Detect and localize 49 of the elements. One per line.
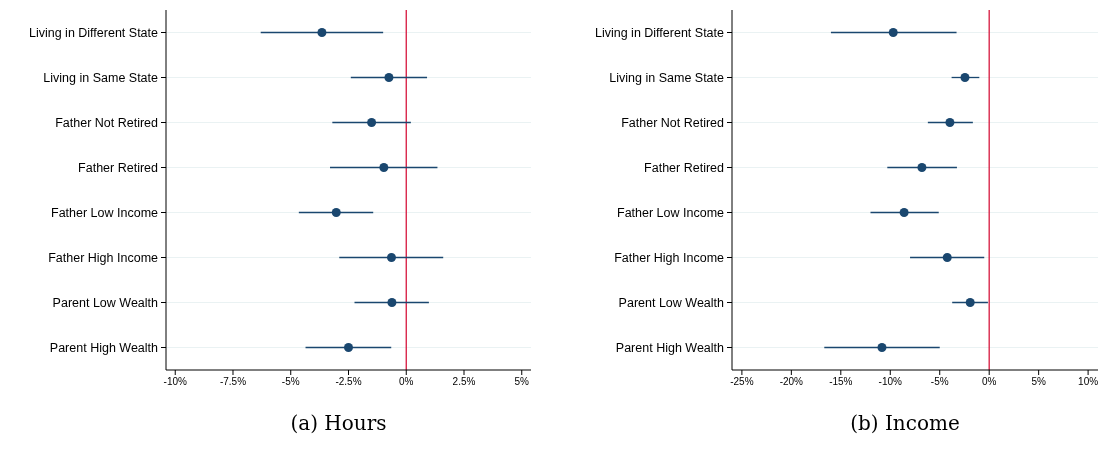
y-tick-label: Living in Same State [43, 70, 159, 85]
x-tick-label: -15% [829, 376, 853, 387]
y-tick-label: Parent High Wealth [615, 340, 725, 355]
y-tick-label: Father Low Income [617, 205, 725, 220]
text: (b) Income [850, 411, 960, 435]
x-tick-label: 0% [981, 376, 997, 387]
point [317, 28, 327, 37]
x-tick-label: -5% [930, 376, 949, 387]
y-tick-label: Parent Low Wealth [618, 295, 725, 310]
y-tick-label: Father High Income [48, 250, 159, 265]
point [331, 208, 341, 217]
point [387, 298, 397, 307]
y-tick-label: Father Retired [78, 160, 159, 175]
y-tick-label: Father Not Retired [55, 115, 159, 130]
y-tick-label: Living in Same State [609, 70, 725, 85]
point [379, 163, 389, 172]
point [965, 298, 975, 307]
x-tick-label: 5% [514, 376, 530, 387]
point [899, 208, 909, 217]
x-tick-label: 5% [1031, 376, 1046, 387]
x-tick-label: 2.5% [452, 376, 476, 387]
x-tick-label: -10% [163, 376, 188, 387]
y-tick-label: Father High Income [614, 250, 725, 265]
y-tick-label: Parent High Wealth [49, 340, 159, 355]
point [386, 253, 396, 262]
x-tick-label: 10% [1078, 376, 1099, 387]
point [942, 253, 952, 262]
point [888, 28, 898, 37]
point [367, 118, 377, 127]
point [344, 343, 353, 352]
y-tick-label: Father Not Retired [621, 115, 725, 130]
x-tick-label: -5% [281, 376, 300, 387]
y-tick-label: Living in Different State [594, 25, 725, 40]
y-tick-label: Father Retired [644, 160, 725, 175]
x-tick-label: -25% [730, 376, 754, 387]
point [877, 343, 887, 352]
x-tick-label: -2.5% [335, 376, 362, 387]
x-tick-label: -7.5% [219, 376, 247, 387]
y-tick-label: Parent Low Wealth [52, 295, 159, 310]
point [917, 163, 927, 172]
point [960, 73, 970, 82]
y-tick-label: Father Low Income [51, 205, 159, 220]
point [384, 73, 394, 82]
x-tick-label: -10% [878, 376, 903, 387]
x-tick-label: 0% [399, 376, 414, 387]
point [945, 118, 955, 127]
text: (a) Hours [290, 411, 387, 435]
x-tick-label: -20% [779, 376, 804, 387]
y-tick-label: Living in Different State [28, 25, 159, 40]
